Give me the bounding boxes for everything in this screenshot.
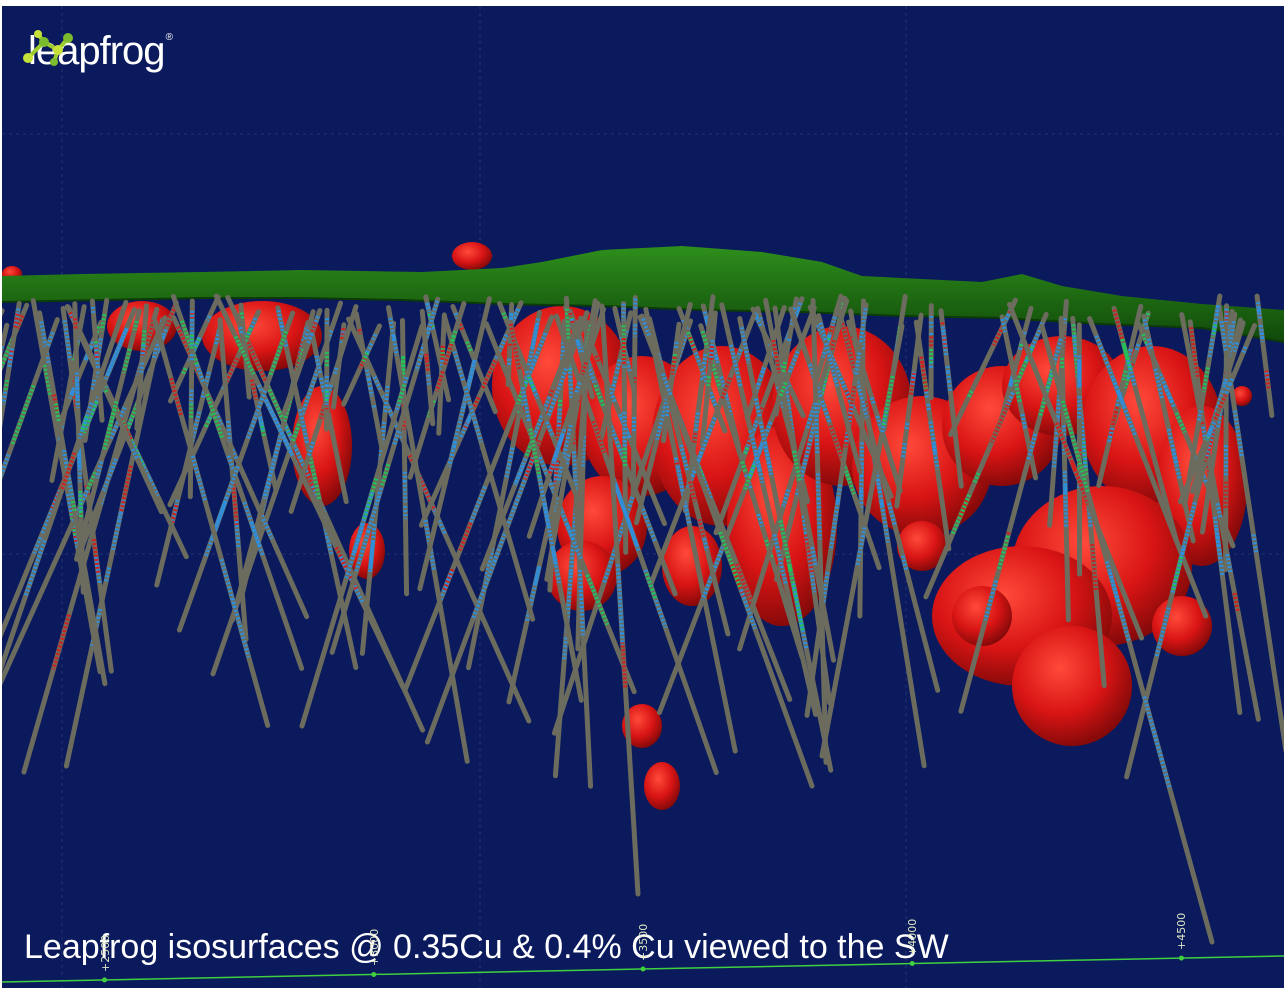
scene-view[interactable]: leapfrog ® Leapfrog isosurfaces @ 0.35Cu… — [2, 6, 1284, 988]
scene-canvas[interactable] — [2, 6, 1284, 988]
axis-tick-1 — [371, 972, 376, 977]
axis-tick-label: +3000 — [368, 929, 381, 966]
axis-tick-label: +2500 — [99, 935, 112, 972]
axis-tick-0 — [102, 977, 107, 982]
axis-tick-4 — [1179, 956, 1184, 961]
axis-tick-2 — [641, 967, 646, 972]
leapfrog-frog-icon — [22, 28, 74, 68]
axis-tick-label: +4000 — [906, 918, 919, 955]
figure-caption: Leapfrog isosurfaces @ 0.35Cu & 0.4% Cu … — [24, 928, 949, 967]
leapfrog-logo: leapfrog ® — [22, 28, 173, 74]
registered-mark: ® — [166, 32, 173, 43]
axis-tick-label: +4500 — [1175, 913, 1188, 950]
axis-tick-label: +3500 — [637, 924, 650, 961]
